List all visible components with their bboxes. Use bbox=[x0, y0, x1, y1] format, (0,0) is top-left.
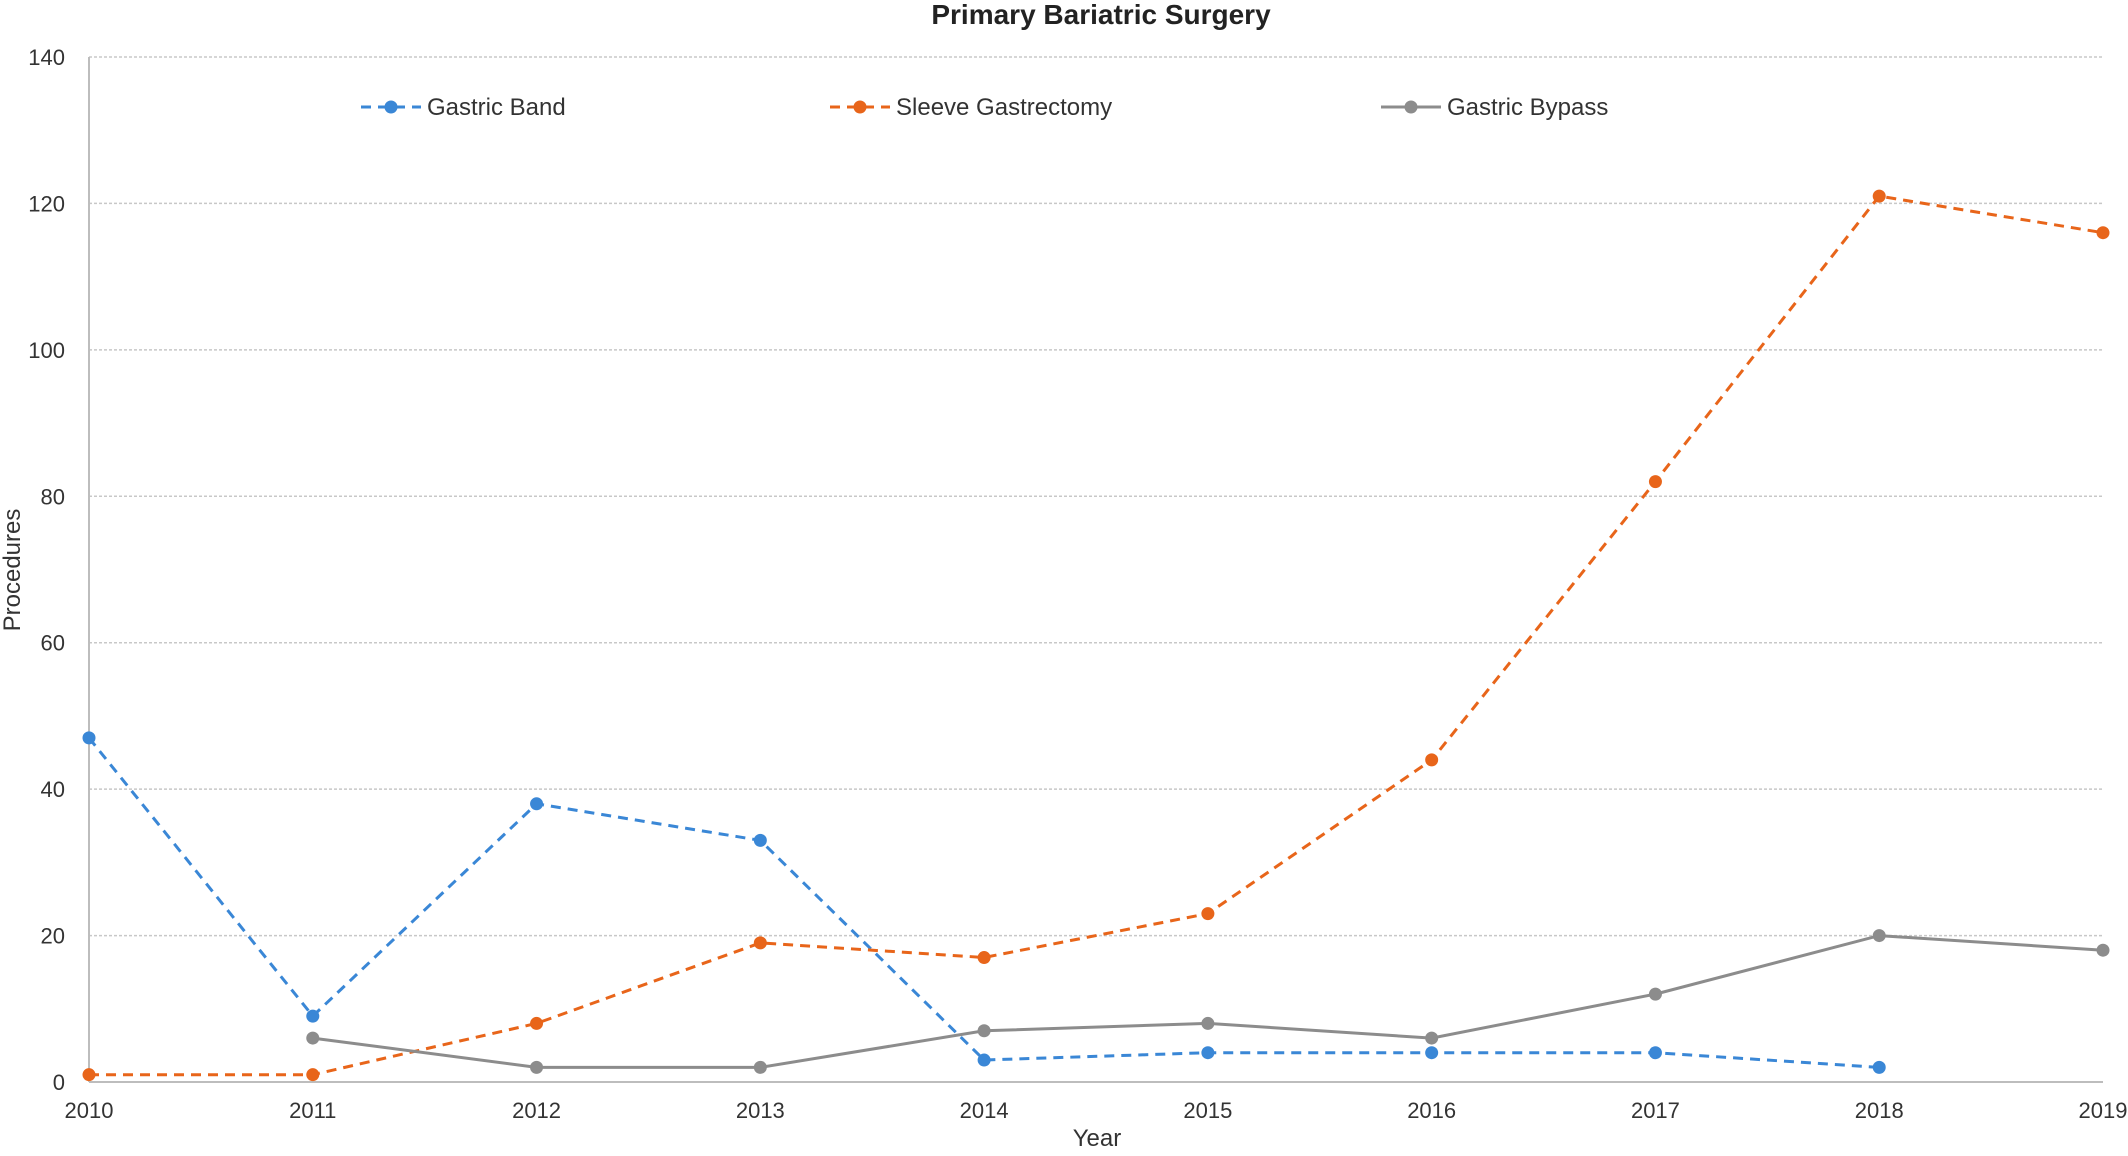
x-tick-label: 2019 bbox=[2079, 1098, 2128, 1123]
x-tick-label: 2014 bbox=[960, 1098, 1009, 1123]
series-sleeve-gastrectomy bbox=[82, 189, 2110, 1082]
x-tick-label: 2016 bbox=[1407, 1098, 1456, 1123]
data-point bbox=[1648, 475, 1662, 489]
y-tick-label: 60 bbox=[41, 631, 65, 656]
y-tick-labels: 0 20 40 60 80 100 120 140 bbox=[28, 45, 65, 1095]
y-tick-label: 120 bbox=[28, 191, 65, 216]
data-point bbox=[306, 1068, 320, 1082]
data-point bbox=[753, 1060, 767, 1074]
data-point bbox=[977, 1024, 991, 1038]
data-point bbox=[1872, 189, 1886, 203]
data-point bbox=[530, 1060, 544, 1074]
x-tick-label: 2013 bbox=[736, 1098, 785, 1123]
data-point bbox=[530, 1016, 544, 1030]
data-point bbox=[977, 951, 991, 965]
data-point bbox=[1201, 1016, 1215, 1030]
y-tick-label: 40 bbox=[41, 777, 65, 802]
data-point bbox=[1425, 753, 1439, 767]
data-point bbox=[1648, 987, 1662, 1001]
x-tick-label: 2015 bbox=[1183, 1098, 1232, 1123]
data-point bbox=[1201, 907, 1215, 921]
legend-item: Gastric Bypass bbox=[1381, 94, 1608, 121]
data-point bbox=[1872, 929, 1886, 943]
x-tick-label: 2018 bbox=[1855, 1098, 1904, 1123]
data-point bbox=[2096, 943, 2110, 957]
axes bbox=[88, 57, 2103, 1083]
y-tick-label: 0 bbox=[53, 1070, 65, 1095]
y-axis-label: Procedures bbox=[0, 509, 26, 632]
data-point bbox=[1425, 1031, 1439, 1045]
x-tick-labels: 2010 2011 2012 2013 2014 2015 2016 2017 2018 2019 bbox=[65, 1098, 2128, 1123]
series-gastric-band bbox=[82, 731, 1886, 1074]
series-layer bbox=[82, 189, 2110, 1082]
x-tick-label: 2012 bbox=[512, 1098, 561, 1123]
legend-label: Gastric Band bbox=[427, 94, 566, 121]
x-tick-label: 2011 bbox=[289, 1098, 336, 1123]
y-tick-label: 140 bbox=[28, 45, 65, 70]
legend: Gastric Band Sleeve Gastrectomy Gastric By… bbox=[361, 94, 1608, 121]
data-point bbox=[1648, 1046, 1662, 1060]
data-point bbox=[306, 1031, 320, 1045]
x-tick-label: 2010 bbox=[65, 1098, 114, 1123]
data-point bbox=[306, 1009, 320, 1023]
x-axis-label: Year bbox=[1073, 1125, 1122, 1151]
data-point bbox=[1872, 1060, 1886, 1074]
gridlines bbox=[89, 56, 2103, 937]
y-tick-label: 20 bbox=[41, 924, 65, 949]
legend-swatch-marker bbox=[384, 100, 398, 114]
legend-label: Gastric Bypass bbox=[1447, 94, 1608, 121]
chart-title: Primary Bariatric Surgery bbox=[931, 0, 1271, 30]
legend-label: Sleeve Gastrectomy bbox=[896, 94, 1112, 121]
y-tick-label: 100 bbox=[28, 338, 65, 363]
data-point bbox=[2096, 226, 2110, 240]
data-point bbox=[977, 1053, 991, 1067]
data-point bbox=[753, 936, 767, 950]
data-point bbox=[753, 833, 767, 847]
legend-swatch-marker bbox=[853, 100, 867, 114]
data-point bbox=[82, 731, 96, 745]
series-line bbox=[87, 736, 1880, 1069]
data-point bbox=[1201, 1046, 1215, 1060]
data-point bbox=[530, 797, 544, 811]
x-tick-label: 2017 bbox=[1631, 1098, 1680, 1123]
data-point bbox=[82, 1068, 96, 1082]
data-point bbox=[1425, 1046, 1439, 1060]
legend-item: Sleeve Gastrectomy bbox=[830, 94, 1112, 121]
legend-item: Gastric Band bbox=[361, 94, 566, 121]
y-tick-label: 80 bbox=[41, 484, 65, 509]
legend-swatch-marker bbox=[1404, 100, 1418, 114]
series-line bbox=[89, 194, 2104, 1077]
series-gastric-bypass bbox=[306, 929, 2110, 1074]
